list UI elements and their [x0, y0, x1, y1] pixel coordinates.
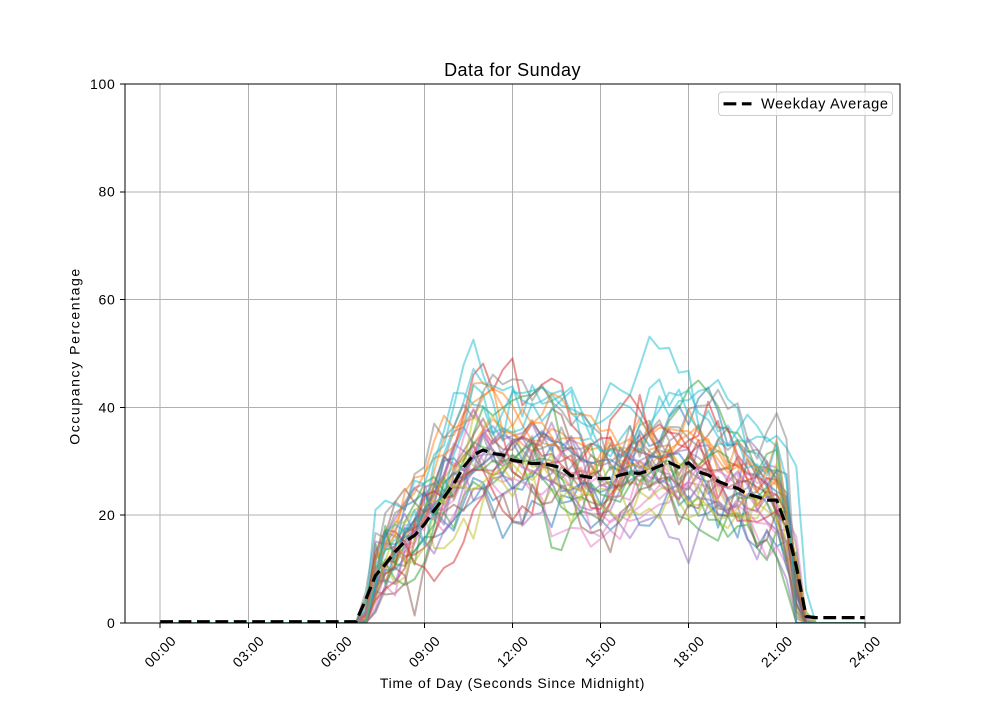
svg-text:100: 100 [90, 76, 115, 92]
svg-text:Time of Day (Seconds Since Mid: Time of Day (Seconds Since Midnight) [380, 675, 645, 691]
svg-text:40: 40 [99, 399, 116, 415]
svg-text:60: 60 [99, 292, 116, 308]
svg-text:80: 80 [99, 184, 116, 200]
svg-text:Occupancy Percentage: Occupancy Percentage [67, 267, 83, 445]
svg-text:Weekday Average: Weekday Average [761, 97, 889, 113]
svg-text:0: 0 [107, 615, 116, 631]
svg-text:Data for Sunday: Data for Sunday [444, 60, 581, 80]
svg-text:20: 20 [99, 507, 116, 523]
